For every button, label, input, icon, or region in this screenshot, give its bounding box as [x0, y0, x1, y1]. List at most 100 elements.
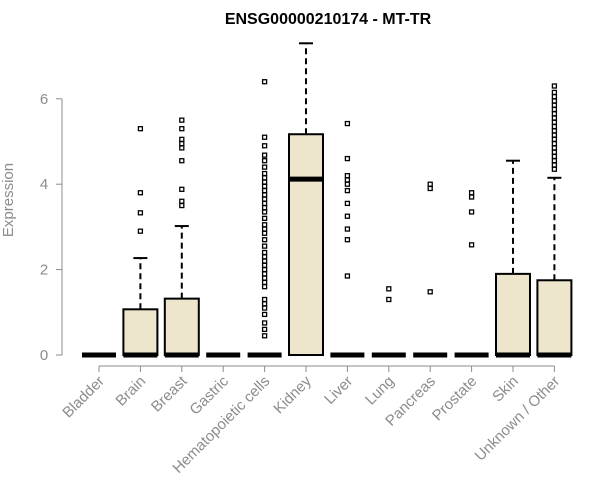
box-skin — [495, 159, 531, 358]
outlier-point — [344, 226, 351, 232]
outlier-point — [261, 266, 268, 273]
outlier-point — [551, 132, 558, 138]
y-tick-label: 6 — [40, 91, 48, 108]
box-kidney — [288, 42, 324, 356]
outlier-point — [551, 166, 558, 172]
outlier-point — [261, 200, 268, 207]
outlier-point — [551, 162, 558, 168]
y-tick-label: 0 — [40, 347, 48, 364]
outlier-point — [261, 215, 268, 222]
outlier-point — [261, 279, 268, 286]
outlier-point — [551, 98, 558, 104]
outlier-point — [468, 209, 475, 215]
box-pancreas — [413, 181, 448, 358]
outlier-point — [551, 83, 558, 89]
outlier-point — [261, 254, 268, 260]
outlier-point — [261, 79, 268, 85]
outlier-point — [344, 155, 351, 162]
outlier-point — [344, 273, 351, 279]
outlier-point — [551, 145, 558, 151]
outlier-point — [427, 185, 433, 192]
box-prostate — [454, 190, 489, 358]
outlier-point — [179, 145, 185, 151]
outlier-point — [551, 128, 558, 134]
outlier-point — [179, 202, 185, 209]
outlier-point — [261, 249, 268, 256]
outlier-point — [427, 289, 433, 295]
outlier-point — [261, 152, 268, 158]
x-tick-label: Bladder — [59, 373, 108, 422]
outlier-point — [344, 187, 351, 194]
outlier-point — [137, 228, 144, 234]
outlier-point — [344, 173, 351, 179]
outlier-point — [551, 106, 558, 113]
outlier-point — [261, 170, 268, 177]
outlier-point — [179, 117, 185, 123]
outlier-point — [261, 226, 268, 232]
box-rect — [495, 272, 531, 356]
outlier-point — [551, 158, 558, 164]
outlier-point — [551, 102, 558, 108]
box-rect — [288, 133, 324, 356]
outlier-point — [551, 111, 558, 117]
outlier-point — [179, 126, 185, 132]
outlier-point — [261, 164, 268, 170]
outlier-point — [261, 320, 268, 326]
outlier-point — [179, 158, 185, 164]
outlier-point — [179, 198, 185, 204]
outlier-point — [261, 175, 268, 181]
outlier-point — [261, 230, 268, 236]
outlier-point — [261, 262, 268, 268]
outlier-point — [261, 275, 268, 281]
outlier-point — [261, 326, 268, 333]
y-tick-label: 2 — [40, 262, 48, 279]
box-rect — [163, 297, 200, 356]
plot-area — [82, 42, 573, 358]
outlier-point — [261, 311, 268, 318]
outlier-point — [179, 186, 185, 192]
outlier-point — [261, 301, 268, 307]
outlier-point — [261, 143, 268, 149]
x-tick-label: Skin — [489, 373, 522, 406]
outlier-point — [137, 210, 144, 216]
outlier-point — [344, 213, 351, 219]
outlier-point — [551, 153, 558, 160]
outlier-point — [261, 179, 268, 185]
outlier-point — [468, 190, 475, 196]
box-unknown-other — [536, 83, 573, 358]
box-breast — [163, 117, 200, 358]
outlier-point — [179, 140, 185, 147]
outlier-point — [386, 296, 392, 303]
box-brain — [122, 126, 159, 358]
outlier-point — [261, 134, 268, 140]
outlier-point — [468, 194, 475, 200]
y-axis-label: Expression — [0, 163, 17, 237]
outlier-point — [344, 181, 351, 187]
x-tick-label: Breast — [148, 372, 191, 415]
outlier-point — [137, 126, 144, 132]
outlier-point — [468, 242, 475, 248]
outlier-point — [551, 115, 558, 121]
box-rect — [122, 308, 159, 357]
outlier-point — [551, 149, 558, 155]
outlier-point — [261, 237, 268, 243]
outlier-point — [179, 136, 185, 143]
outlier-point — [261, 284, 268, 290]
outlier-point — [261, 305, 268, 311]
outlier-point — [551, 140, 558, 147]
box-lung — [371, 286, 406, 358]
box-hematopoietic-cells — [247, 79, 282, 358]
outlier-point — [261, 187, 268, 194]
outlier-point — [261, 271, 268, 277]
outlier-point — [261, 258, 268, 264]
outlier-point — [261, 205, 268, 211]
outlier-point — [551, 123, 558, 130]
outlier-point — [261, 196, 268, 202]
x-tick-label: Prostate — [429, 373, 481, 425]
outlier-point — [427, 181, 433, 187]
outlier-point — [551, 136, 558, 143]
box-liver — [330, 120, 365, 358]
outlier-point — [261, 243, 268, 249]
outlier-point — [344, 120, 351, 127]
